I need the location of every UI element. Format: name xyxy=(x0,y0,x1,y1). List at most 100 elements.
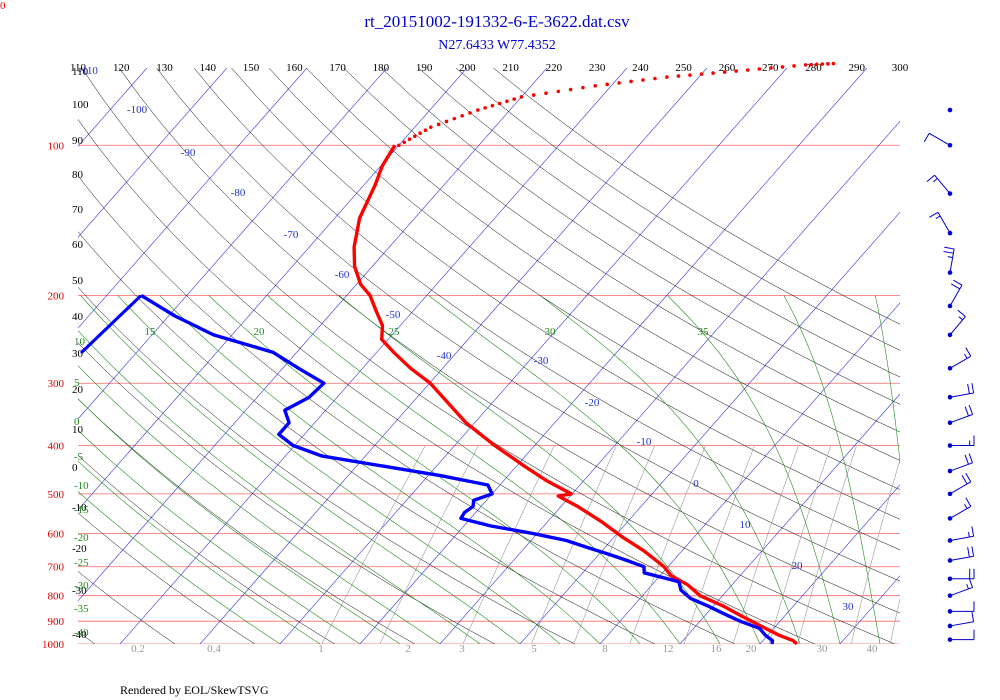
theta-label: 110 xyxy=(70,62,87,74)
isotherm-label: -80 xyxy=(231,187,246,199)
moist-left-label: -35 xyxy=(74,603,89,615)
moist-left-label: -15 xyxy=(74,504,89,516)
temperature-dot xyxy=(413,134,417,139)
dry-adiabat-line xyxy=(78,398,415,644)
isotherm-line xyxy=(78,68,228,238)
isotherm-line xyxy=(439,120,900,644)
theta-label: 130 xyxy=(156,62,173,74)
moist-adiabat-line xyxy=(875,295,900,465)
moist-adiabat-label: 15 xyxy=(145,326,157,338)
wind-barb-half xyxy=(933,178,938,183)
wind-barb-flag xyxy=(965,347,972,357)
wind-barb-half xyxy=(968,532,970,538)
wind-barbs xyxy=(923,107,975,642)
wind-barb-staff xyxy=(949,355,972,369)
height-label: 90 xyxy=(72,135,84,147)
wind-barb-flag xyxy=(971,611,975,622)
isotherm-label: -30 xyxy=(534,355,549,367)
moist-left-label: 5 xyxy=(74,377,80,389)
temperature-dot xyxy=(780,65,785,69)
isotherm-label: 0 xyxy=(693,478,699,490)
isotherm-label: -90 xyxy=(181,147,196,159)
temperature-dot xyxy=(676,74,681,78)
moist-adiabat-label: 30 xyxy=(545,326,557,338)
wind-barb-flag xyxy=(964,454,969,465)
isotherm-label: -50 xyxy=(386,309,401,321)
wind-barb-flag xyxy=(967,547,970,558)
theta-label: 200 xyxy=(459,62,476,74)
dry-adiabat-line xyxy=(306,68,900,461)
height-label: -40 xyxy=(72,629,87,641)
isobar-label: 600 xyxy=(48,528,65,540)
wind-barb-station xyxy=(947,365,953,371)
wind-barb-station xyxy=(947,420,953,426)
temperature-dot xyxy=(792,64,796,68)
wind-barb-half xyxy=(964,353,968,359)
moist-adiabat-line xyxy=(208,295,641,644)
dry-adiabat-line xyxy=(268,68,900,490)
theta-label: 230 xyxy=(589,62,606,74)
theta-label: 290 xyxy=(848,62,865,74)
temperature-dot xyxy=(490,103,495,108)
temperature-dot xyxy=(831,61,836,66)
isotherm-line xyxy=(78,68,548,602)
isotherm-line xyxy=(0,68,67,644)
dry-adiabat-line xyxy=(381,68,900,405)
sounding-profiles xyxy=(80,61,836,646)
isotherm-label: -60 xyxy=(335,269,350,281)
wind-barb-station xyxy=(947,107,953,113)
wind-barb-flag xyxy=(953,279,963,286)
wind-barb-staff xyxy=(949,505,972,519)
wind-barb-staff xyxy=(949,586,973,597)
moist-adiabat-line xyxy=(78,398,401,644)
mixing-ratio-label: 12 xyxy=(663,643,674,655)
wind-barb-flag xyxy=(923,133,930,143)
temperature-dot xyxy=(699,72,704,76)
theta-label: 260 xyxy=(719,62,736,74)
mixing-ratio-line xyxy=(629,445,706,644)
theta-label: 220 xyxy=(546,62,563,74)
wind-barb-flag xyxy=(964,406,969,417)
isotherm-line xyxy=(78,68,388,420)
temperature-dot xyxy=(407,137,412,142)
dry-adiabat-line xyxy=(0,68,15,644)
mixing-ratio-line xyxy=(321,445,426,644)
dry-adiabat-line xyxy=(193,68,900,551)
dry-adiabat-line xyxy=(78,286,575,644)
dry-adiabat-line xyxy=(78,571,175,644)
temperature-dot xyxy=(544,91,548,96)
dry-adiabat-line xyxy=(81,68,895,644)
isotherm-label: -20 xyxy=(585,397,600,409)
wind-barb-flag xyxy=(967,383,970,394)
mixing-ratio-line xyxy=(850,458,900,644)
temperature-dot xyxy=(653,76,657,81)
isotherm-line xyxy=(920,68,1000,644)
isotherm-line xyxy=(78,68,308,329)
chart-title: rt_20151002-191332-6-E-3622.dat.csv xyxy=(364,12,630,31)
temperature-dot xyxy=(436,122,441,127)
isobar-label: 800 xyxy=(48,591,65,603)
moist-adiabat-line xyxy=(267,295,681,644)
moist-left-label: 0 xyxy=(74,416,80,428)
isotherm-line xyxy=(759,484,900,644)
temperature-trace xyxy=(352,144,798,646)
temperature-dot xyxy=(641,78,645,82)
wind-barb-half xyxy=(966,584,969,590)
isotherm-label: 10 xyxy=(740,519,752,531)
mixing-ratio-label: 0.2 xyxy=(131,643,145,655)
mixing-ratio-label: 5 xyxy=(531,643,537,655)
mixing-ratio-line xyxy=(462,445,555,644)
moist-adiabat-line xyxy=(783,295,881,644)
isotherm-line xyxy=(519,211,900,644)
moist-left-label: -5 xyxy=(74,451,84,463)
height-label: 20 xyxy=(72,384,84,396)
temperature-dot xyxy=(505,99,509,104)
mixing-ratio-line xyxy=(768,445,832,644)
wind-barb-flag xyxy=(944,246,955,250)
moist-adiabat-line xyxy=(78,460,321,644)
temperature-dot xyxy=(460,113,464,118)
dry-adiabat-line xyxy=(78,342,495,644)
footer-credit: Rendered by EOL/SkewTSVG xyxy=(120,683,269,697)
temperature-dot xyxy=(814,62,819,67)
